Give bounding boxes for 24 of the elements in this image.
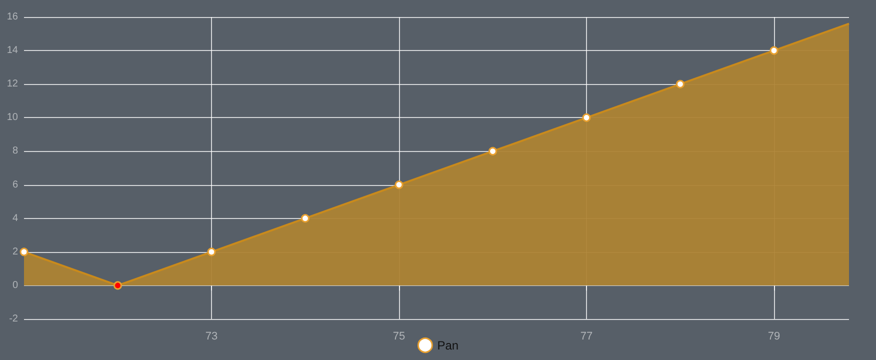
y-tick-label: 2 <box>12 246 18 258</box>
y-tick-label: 8 <box>12 146 18 157</box>
point <box>488 146 497 156</box>
point <box>770 46 778 55</box>
y-tick-label: 4 <box>12 212 18 224</box>
y-tick-label: 10 <box>6 112 18 124</box>
x-tick-label: 79 <box>768 330 780 342</box>
point <box>676 80 684 88</box>
point <box>582 113 591 122</box>
point <box>301 214 310 223</box>
point <box>114 281 122 290</box>
point <box>207 248 216 256</box>
y-tick-label: 0 <box>12 280 18 291</box>
y-tick-label: 16 <box>6 12 18 22</box>
y-tick-label: 6 <box>12 179 18 190</box>
point <box>394 180 404 190</box>
y-tick-label: 12 <box>6 78 18 90</box>
legend-label: Pan <box>437 338 459 352</box>
y-tick-label: -2 <box>9 314 18 324</box>
x-tick-label: 73 <box>205 330 218 342</box>
y-tick-label: 14 <box>6 45 18 56</box>
x-tick-label: 77 <box>580 330 593 342</box>
x-tick-label: 75 <box>392 330 406 342</box>
point <box>20 248 28 256</box>
